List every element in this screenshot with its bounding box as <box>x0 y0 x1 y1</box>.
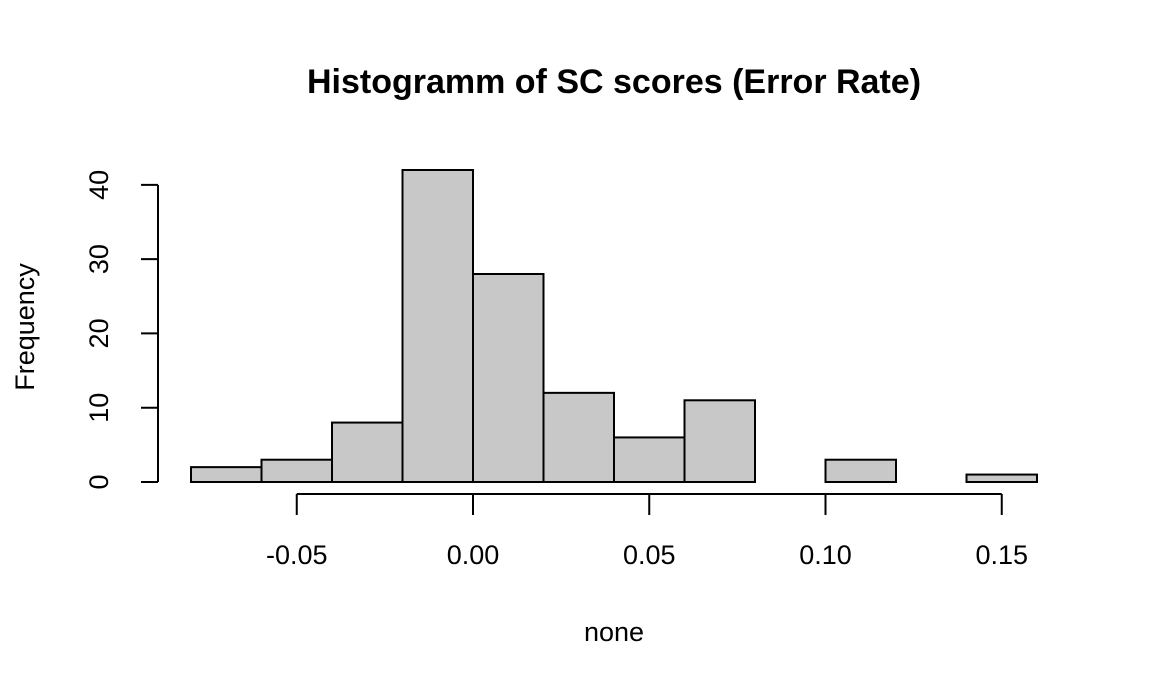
x-axis-ticks: -0.05 0.00 0.05 0.10 0.15 <box>266 494 1028 570</box>
y-tick-label: 20 <box>84 318 114 348</box>
histogram-bar <box>683 399 756 483</box>
y-tick-label: 30 <box>84 244 114 274</box>
histogram-bar <box>331 421 404 484</box>
histogram-bar <box>542 391 615 484</box>
y-axis-label: Frequency <box>10 263 40 391</box>
histogram-bar <box>613 436 686 483</box>
x-tick-label: -0.05 <box>266 540 328 570</box>
y-tick-label: 10 <box>84 393 114 423</box>
y-tick-label: 0 <box>84 474 114 489</box>
histogram-bar <box>472 273 545 483</box>
x-tick-label: 0.00 <box>447 540 500 570</box>
histogram-bar <box>401 169 474 483</box>
y-axis-ticks: 0 10 20 30 40 <box>84 170 158 490</box>
x-tick-label: 0.05 <box>623 540 676 570</box>
x-tick-label: 0.15 <box>975 540 1028 570</box>
y-tick-label: 40 <box>84 170 114 200</box>
histogram-bar <box>190 466 263 483</box>
histogram-bar <box>824 458 897 484</box>
histogram-bar <box>965 473 1038 484</box>
x-axis-label: none <box>584 617 644 647</box>
chart-title: Histogramm of SC scores (Error Rate) <box>307 63 921 101</box>
histogram-bars <box>190 169 1038 484</box>
histogram-bar <box>260 458 333 484</box>
x-tick-label: 0.10 <box>799 540 852 570</box>
